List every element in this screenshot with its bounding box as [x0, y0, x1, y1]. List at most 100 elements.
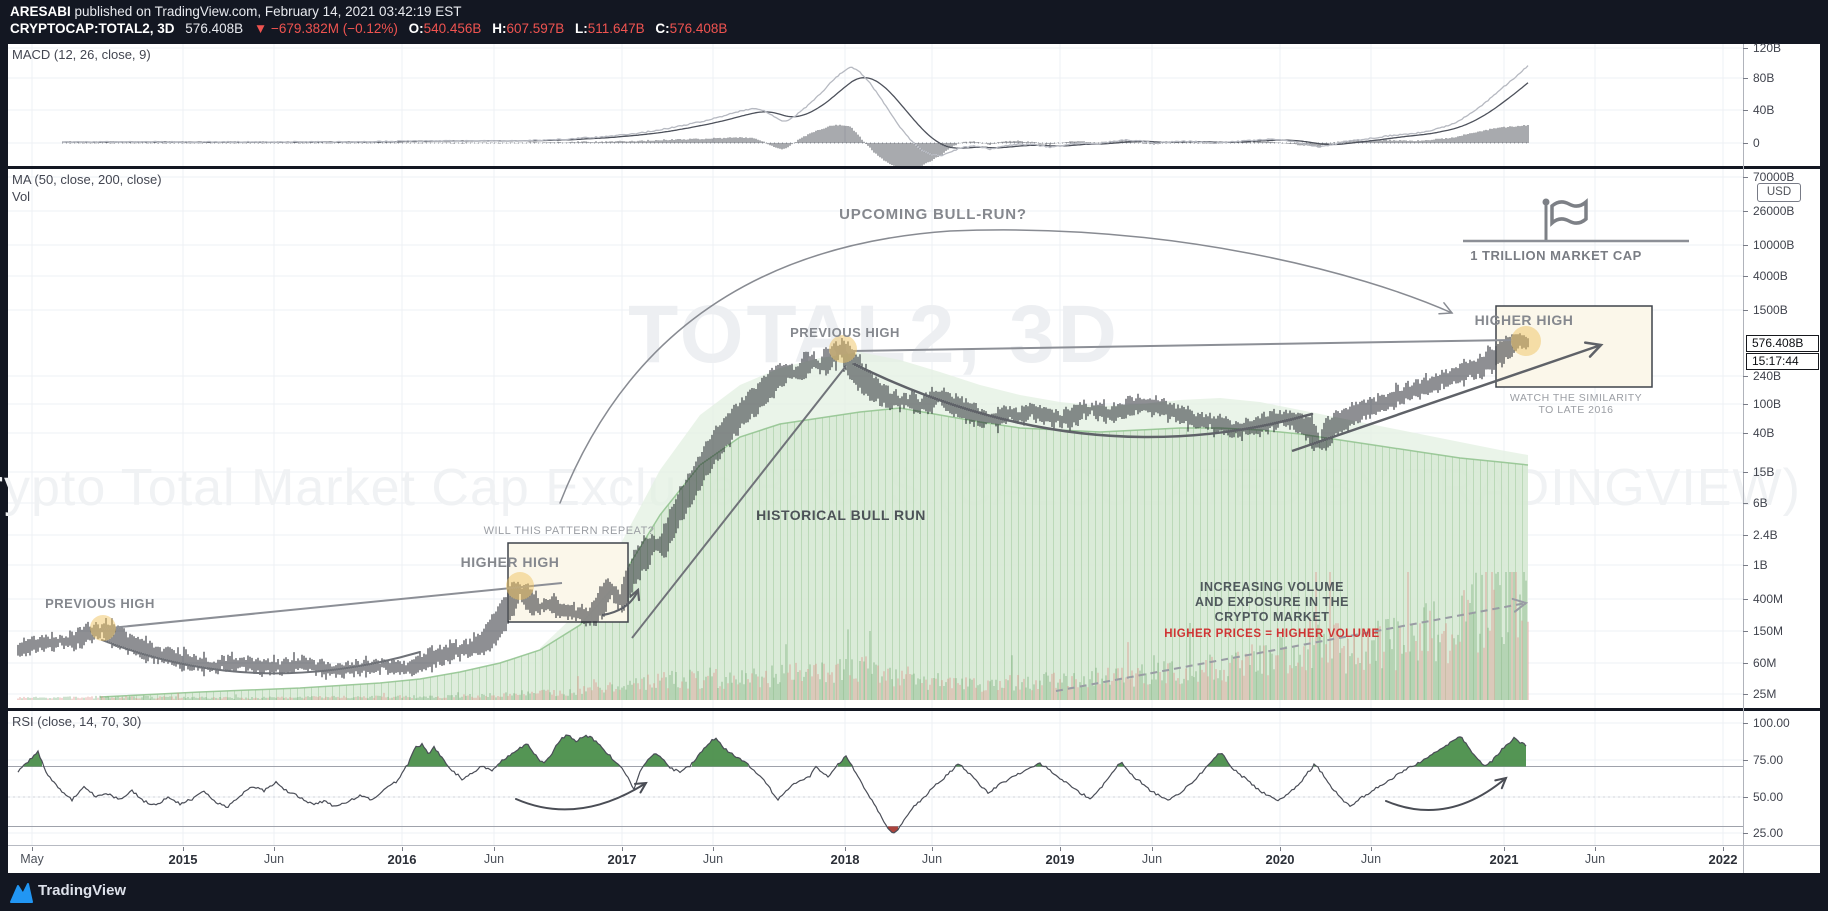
axis-tick-label: 25.00: [1753, 826, 1784, 840]
annotation-historical-bull-run: HISTORICAL BULL RUN: [756, 507, 926, 523]
time-tick-mark: [494, 847, 495, 851]
time-tick-mark: [1060, 847, 1061, 851]
axis-tick-label: 0: [1753, 136, 1760, 150]
time-tick-label: 2021: [1489, 852, 1519, 867]
time-tick-mark: [1152, 847, 1153, 851]
high-label: H:: [492, 21, 507, 36]
time-tick-mark: [1504, 847, 1505, 851]
axis-tick-label: 15B: [1753, 465, 1775, 479]
axis-tick-mark: [1743, 433, 1748, 434]
axis-tick-mark: [1743, 177, 1748, 178]
time-tick-label: 2022: [1708, 852, 1738, 867]
vol-indicator-label[interactable]: Vol: [12, 189, 31, 204]
axis-tick-mark: [1743, 599, 1748, 600]
tradingview-logo-icon[interactable]: [9, 881, 35, 905]
axis-tick-label: 240B: [1753, 369, 1782, 383]
annotation-previous-high-left: PREVIOUS HIGH: [45, 596, 155, 611]
axis-tick-mark: [1743, 276, 1748, 277]
axis-tick-label: 100.00: [1753, 716, 1790, 730]
timescale-border: [8, 845, 1820, 846]
annotation-higher-prices: HIGHER PRICES = HIGHER VOLUME: [1164, 628, 1380, 640]
axis-tick-mark: [1743, 503, 1748, 504]
change-arrow-icon: ▼: [253, 21, 268, 36]
axis-tick-label: 75.00: [1753, 753, 1784, 767]
usd-currency-badge[interactable]: USD: [1757, 183, 1801, 202]
close-label: C:: [655, 21, 670, 36]
pane-separator[interactable]: [8, 166, 1820, 169]
time-tick-label: Jun: [263, 852, 285, 866]
annotation-increasing-volume: INCREASING VOLUME AND EXPOSURE IN THE CR…: [1195, 580, 1349, 625]
change-value: −679.382M (−0.12%): [271, 21, 398, 36]
axis-tick-label: 2.4B: [1753, 528, 1778, 542]
rsi-indicator-label[interactable]: RSI (close, 14, 70, 30): [12, 714, 142, 729]
axis-tick-label: 100B: [1753, 397, 1782, 411]
time-tick-mark: [274, 847, 275, 851]
rsi-pane[interactable]: [8, 711, 1743, 845]
axis-tick-mark: [1743, 78, 1748, 79]
time-tick-mark: [1280, 847, 1281, 851]
axis-tick-mark: [1743, 211, 1748, 212]
time-tick-label: 2016: [387, 852, 417, 867]
time-tick-label: Jun: [1584, 852, 1606, 866]
axis-tick-mark: [1743, 376, 1748, 377]
axis-tick-mark: [1743, 245, 1748, 246]
header-line-published: ARESABI published on TradingView.com, Fe…: [10, 3, 727, 20]
axis-tick-mark: [1743, 110, 1748, 111]
annotation-upcoming-bull-run: UPCOMING BULL-RUN?: [839, 206, 1027, 223]
axis-tick-label: 40B: [1753, 426, 1775, 440]
axis-tick-label: 25M: [1753, 687, 1777, 701]
author-name: ARESABI: [10, 4, 71, 19]
axis-tick-label: 1500B: [1753, 303, 1788, 317]
macd-indicator-label[interactable]: MACD (12, 26, close, 9): [12, 47, 151, 62]
annotation-watch-similarity: WATCH THE SIMILARITY TO LATE 2016: [1510, 392, 1642, 416]
axis-tick-mark: [1743, 760, 1748, 761]
time-tick-mark: [32, 847, 33, 851]
time-tick-mark: [402, 847, 403, 851]
axis-tick-mark: [1743, 797, 1748, 798]
time-tick-label: Jun: [1360, 852, 1382, 866]
axis-tick-mark: [1743, 833, 1748, 834]
tradingview-brand-text[interactable]: TradingView: [38, 882, 127, 899]
axis-tick-mark: [1743, 310, 1748, 311]
time-tick-mark: [1723, 847, 1724, 851]
time-tick-mark: [1371, 847, 1372, 851]
increasing-volume-line3: CRYPTO MARKET: [1214, 610, 1330, 624]
increasing-volume-line2: AND EXPOSURE IN THE: [1195, 595, 1349, 609]
time-tick-label: 2018: [830, 852, 860, 867]
published-text: published on TradingView.com, February 1…: [70, 4, 462, 19]
price-axis-border: [1743, 44, 1744, 873]
ma-indicator-label[interactable]: MA (50, close, 200, close): [12, 172, 162, 187]
countdown-badge: 15:17:44: [1746, 353, 1819, 370]
axis-tick-label: 6B: [1753, 496, 1768, 510]
axis-tick-mark: [1743, 535, 1748, 536]
increasing-volume-line1: INCREASING VOLUME: [1200, 580, 1344, 594]
axis-tick-mark: [1743, 48, 1748, 49]
axis-tick-label: 50.00: [1753, 790, 1784, 804]
open-label: O:: [408, 21, 424, 36]
pane-separator[interactable]: [8, 708, 1820, 711]
time-tick-mark: [713, 847, 714, 851]
low-label: L:: [575, 21, 588, 36]
axis-tick-mark: [1743, 143, 1748, 144]
time-tick-label: Jun: [921, 852, 943, 866]
axis-tick-mark: [1743, 663, 1748, 664]
time-tick-label: 2017: [607, 852, 637, 867]
high-value: 607.597B: [506, 21, 565, 36]
time-tick-mark: [183, 847, 184, 851]
annotation-higher-high-2016: HIGHER HIGH: [460, 554, 560, 570]
annotation-previous-high-2018: PREVIOUS HIGH: [790, 325, 900, 340]
time-tick-mark: [622, 847, 623, 851]
axis-tick-label: 26000B: [1753, 204, 1795, 218]
annotation-will-pattern-repeat: WILL THIS PATTERN REPEAT?: [483, 525, 655, 537]
axis-tick-label: 70000B: [1753, 170, 1795, 184]
low-value: 511.647B: [587, 21, 645, 36]
time-tick-mark: [845, 847, 846, 851]
axis-tick-label: 40B: [1753, 103, 1775, 117]
watch-similarity-line1: WATCH THE SIMILARITY: [1509, 392, 1643, 404]
axis-tick-label: 4000B: [1753, 269, 1788, 283]
axis-tick-label: 10000B: [1753, 238, 1795, 252]
time-tick-label: 2019: [1045, 852, 1075, 867]
axis-tick-mark: [1743, 631, 1748, 632]
header-line-symbol: CRYPTOCAP:TOTAL2, 3D 576.408B ▼ −679.382…: [10, 20, 727, 37]
macd-pane[interactable]: [8, 44, 1743, 166]
